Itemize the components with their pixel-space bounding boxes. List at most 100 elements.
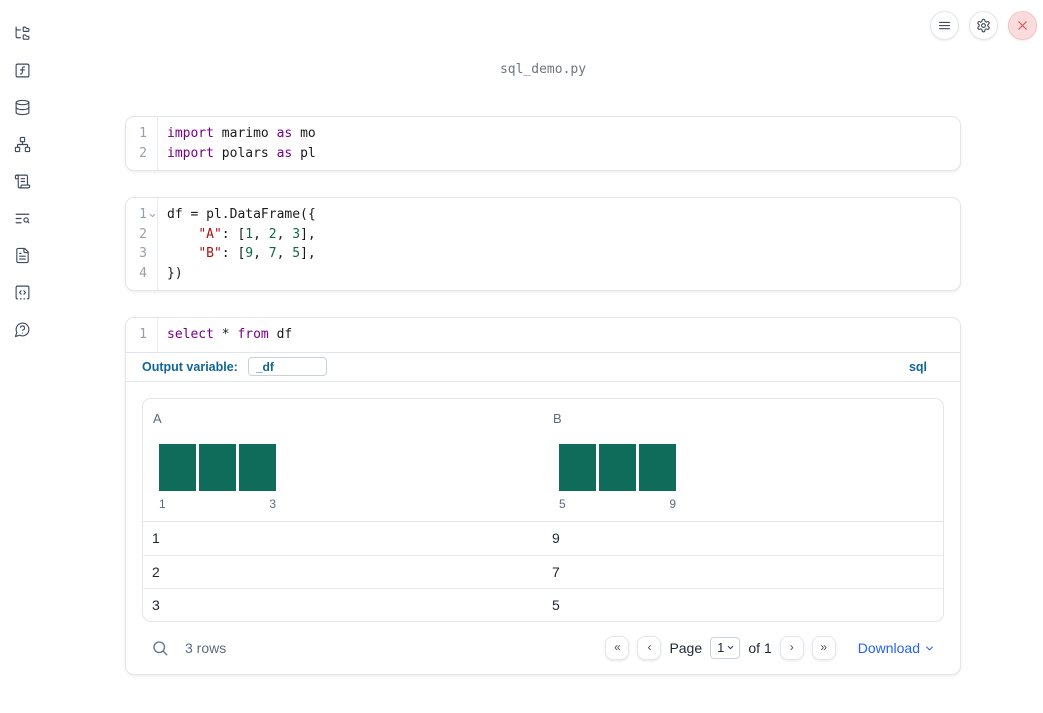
close-button[interactable] bbox=[1008, 11, 1037, 40]
row-count: 3 rows bbox=[185, 639, 227, 656]
line-number: 4 bbox=[139, 265, 147, 281]
code-line: "A": [1, 2, 3], bbox=[198, 226, 316, 242]
page-select-value: 1 bbox=[717, 640, 725, 655]
help-circle-icon bbox=[14, 322, 29, 338]
sidebar-item-variables[interactable] bbox=[14, 62, 31, 79]
histogram-bar bbox=[199, 443, 236, 491]
notebook-filename: sql_demo.py bbox=[499, 62, 587, 77]
first-page-button[interactable]: « bbox=[605, 635, 630, 660]
folder-tree-icon bbox=[15, 26, 29, 40]
output-variable-input[interactable] bbox=[247, 357, 327, 376]
page-label: Page bbox=[669, 639, 703, 656]
line-number-gutter: 1 bbox=[126, 318, 158, 352]
line-number: 2 bbox=[139, 226, 147, 242]
download-button[interactable]: Download bbox=[858, 640, 935, 656]
sidebar-item-file-explorer[interactable] bbox=[14, 25, 31, 42]
histogram-bar bbox=[559, 443, 596, 491]
network-icon bbox=[14, 136, 30, 153]
sidebar bbox=[0, 0, 44, 713]
sidebar-item-help[interactable] bbox=[14, 321, 31, 338]
code-line: select * from df bbox=[167, 327, 293, 342]
table-cell: 1 bbox=[152, 530, 160, 546]
prev-page-button[interactable]: ‹ bbox=[637, 635, 662, 660]
column-header[interactable]: A 1 3 bbox=[143, 399, 543, 521]
sql-language-badge: sql bbox=[908, 359, 927, 374]
histogram-bar bbox=[639, 443, 676, 491]
close-icon bbox=[1018, 21, 1027, 30]
line-number: 2 bbox=[139, 145, 147, 161]
sql-editor[interactable]: 1 select * from df bbox=[126, 318, 960, 353]
table-cell: 9 bbox=[552, 530, 560, 546]
column-histogram: 5 9 bbox=[559, 443, 676, 511]
code-line: import polars as pl bbox=[167, 145, 316, 161]
page-select[interactable]: 1 bbox=[710, 636, 741, 659]
chevron-down-icon bbox=[728, 645, 734, 650]
code-line: "B": [9, 7, 5], bbox=[198, 246, 316, 261]
last-page-button[interactable]: » bbox=[811, 635, 836, 660]
settings-icon bbox=[977, 18, 990, 33]
sidebar-item-documentation[interactable] bbox=[14, 247, 31, 264]
table-cell: 7 bbox=[552, 563, 560, 580]
code-editor[interactable]: 1 2 import marimo as mo import polars as pl bbox=[126, 117, 960, 170]
table-header-row: A 1 3 B 5 9 bbox=[143, 399, 943, 522]
sidebar-item-scratchpad[interactable] bbox=[14, 173, 31, 190]
code-line: import marimo as mo bbox=[167, 126, 316, 141]
download-label: Download bbox=[857, 639, 920, 656]
column-label: A bbox=[153, 410, 162, 426]
code-cell-dataframe: 1 2 3 4 df = pl.DataFrame({ "A": [1, 2, 3], … bbox=[125, 197, 961, 291]
code-line: }) bbox=[167, 265, 183, 281]
database-icon bbox=[15, 99, 29, 116]
line-number-gutter: 1 2 3 4 bbox=[126, 198, 158, 290]
menu-button[interactable] bbox=[930, 11, 959, 40]
file-text-icon bbox=[15, 247, 29, 264]
column-label: B bbox=[553, 410, 562, 426]
code-area: import marimo as mo import polars as pl bbox=[158, 117, 316, 170]
search-icon bbox=[153, 640, 168, 655]
histogram-bar bbox=[239, 443, 276, 491]
page-of-label: of 1 bbox=[748, 639, 772, 656]
sidebar-item-snippets[interactable] bbox=[14, 284, 31, 301]
output-variable-row: Output variable: sql bbox=[126, 353, 960, 382]
sql-cell: 1 select * from df Output variable: sql A… bbox=[125, 317, 961, 675]
next-page-button[interactable]: › bbox=[779, 635, 804, 660]
table-cell: 5 bbox=[552, 596, 560, 613]
fold-chevron-icon[interactable] bbox=[148, 211, 157, 220]
histogram-bar bbox=[599, 443, 636, 491]
histogram-min-label: 1 bbox=[159, 496, 166, 511]
code-cell-imports: 1 2 import marimo as mo import polars as pl bbox=[125, 116, 961, 171]
sidebar-item-dependency-graph[interactable] bbox=[14, 136, 31, 153]
sidebar-item-logs[interactable] bbox=[14, 210, 31, 227]
scroll-text-icon bbox=[14, 174, 30, 189]
code-area: df = pl.DataFrame({ "A": [1, 2, 3], "B":… bbox=[158, 198, 316, 290]
search-button[interactable] bbox=[151, 639, 169, 657]
histogram-min-label: 5 bbox=[559, 496, 566, 511]
settings-button[interactable] bbox=[969, 11, 998, 40]
sidebar-item-data-sources[interactable] bbox=[14, 99, 31, 116]
chevron-down-icon bbox=[149, 213, 156, 218]
line-number: 1 bbox=[139, 126, 147, 141]
column-header[interactable]: B 5 9 bbox=[543, 399, 943, 521]
code-square-icon bbox=[15, 285, 29, 300]
pagination: « ‹ Page 1 of 1 › » Download bbox=[605, 635, 935, 660]
table-footer: 3 rows « ‹ Page 1 of 1 › » Download bbox=[126, 622, 960, 674]
line-number: 1 bbox=[139, 207, 147, 222]
histogram-max-label: 9 bbox=[669, 496, 676, 511]
notebook: sql_demo.py 1 2 import marimo as mo import … bbox=[125, 0, 961, 675]
line-number: 3 bbox=[139, 246, 147, 261]
chevron-down-icon bbox=[726, 643, 735, 652]
function-square-icon bbox=[15, 63, 29, 78]
code-area: select * from df bbox=[158, 318, 292, 352]
chevron-down-icon bbox=[926, 646, 933, 651]
code-editor[interactable]: 1 2 3 4 df = pl.DataFrame({ "A": [1, 2, 3], … bbox=[126, 198, 960, 290]
histogram-bar bbox=[159, 443, 196, 491]
topbar bbox=[930, 11, 1037, 40]
menu-icon bbox=[938, 21, 951, 30]
chevron-down-icon bbox=[924, 641, 935, 654]
table-cell: 2 bbox=[152, 563, 160, 580]
